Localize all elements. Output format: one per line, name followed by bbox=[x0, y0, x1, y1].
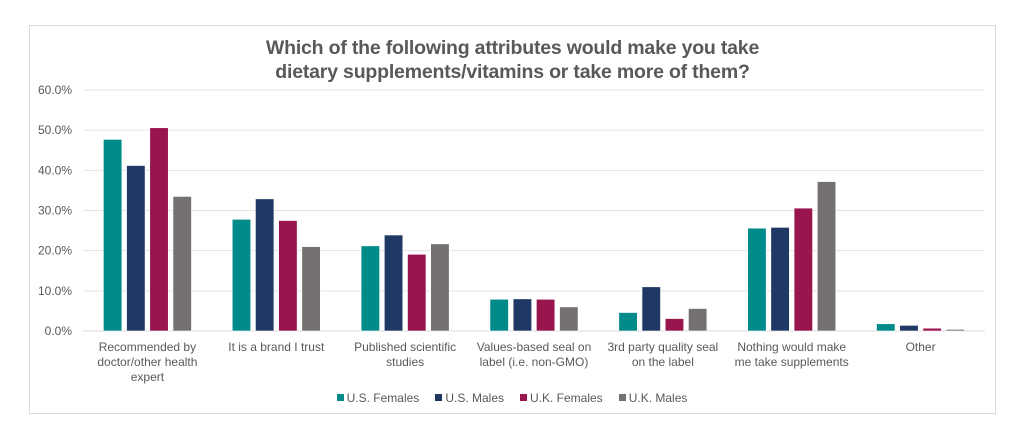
bar-u-s-males-2 bbox=[255, 198, 275, 332]
bar-u-s-females-2 bbox=[231, 219, 252, 332]
bar-u-k-females-6 bbox=[793, 207, 813, 332]
bar-u-k-females-3 bbox=[407, 253, 427, 332]
bar-u-s-females-5 bbox=[618, 312, 638, 332]
bar-u-k-males-3 bbox=[430, 243, 450, 332]
x-category-label: 3rd party quality seal on the label bbox=[607, 340, 718, 369]
legend-label: U.S. Males bbox=[445, 391, 504, 405]
legend-label: U.S. Females bbox=[346, 391, 420, 405]
x-category-label: Other bbox=[906, 340, 936, 354]
x-category-label-line: Values-based seal on bbox=[477, 340, 592, 354]
bar-u-s-males-7 bbox=[899, 325, 919, 332]
x-category-label: Values-based seal on label (i.e. non-GMO) bbox=[477, 340, 592, 369]
legend-label: U.K. Females bbox=[530, 391, 603, 405]
legend-label: U.K. Males bbox=[628, 391, 688, 405]
bar-u-k-females-2 bbox=[278, 220, 298, 332]
y-tick-label: 40.0% bbox=[38, 163, 72, 177]
bar-u-k-males-6 bbox=[816, 181, 837, 332]
y-tick-label: 0.0% bbox=[45, 324, 73, 338]
bar-u-k-females-7 bbox=[922, 327, 942, 332]
legend: U.S. Females U.S. Males U.K. Females U.K. M… bbox=[0, 391, 1024, 405]
bar-u-s-males-5 bbox=[641, 286, 661, 332]
legend-item: U.S. Males bbox=[435, 391, 504, 405]
y-tick-label: 20.0% bbox=[38, 244, 72, 258]
bar-u-s-females-1 bbox=[103, 139, 123, 332]
bar-u-s-males-1 bbox=[126, 165, 146, 332]
y-tick-label: 50.0% bbox=[38, 123, 72, 137]
x-category-label: It is a brand I trust bbox=[228, 340, 325, 354]
bar-u-s-males-4 bbox=[512, 298, 532, 332]
bar-u-k-females-4 bbox=[536, 298, 556, 332]
bar-u-s-males-6 bbox=[770, 227, 790, 332]
x-category-label-line: label (i.e. non-GMO) bbox=[480, 355, 589, 369]
legend-item: U.K. Females bbox=[520, 391, 603, 405]
legend-swatch bbox=[618, 394, 626, 401]
x-category-label-line: studies bbox=[386, 355, 424, 369]
x-category-label-line: It is a brand I trust bbox=[228, 340, 325, 354]
bar-u-k-males-1 bbox=[172, 196, 192, 332]
legend-item: U.K. Males bbox=[618, 391, 688, 405]
x-category-label-line: doctor/other health bbox=[97, 355, 197, 369]
x-category-label: Nothing would make me take supplements bbox=[735, 340, 849, 369]
x-category-label: Recommended by doctor/other health expert bbox=[97, 340, 197, 384]
y-tick-label: 10.0% bbox=[38, 284, 72, 298]
x-category-label-line: expert bbox=[131, 370, 165, 384]
bar-u-k-males-4 bbox=[559, 306, 579, 332]
bar-u-s-females-7 bbox=[876, 323, 896, 332]
x-category-label-line: 3rd party quality seal bbox=[607, 340, 718, 354]
x-category-label-line: Recommended by bbox=[99, 340, 196, 354]
x-category-label-line: me take supplements bbox=[735, 355, 849, 369]
x-category-label: Published scientific studies bbox=[354, 340, 456, 369]
legend-swatch bbox=[435, 394, 443, 401]
legend-item: U.S. Females bbox=[336, 391, 420, 405]
legend-swatch bbox=[520, 394, 527, 401]
bar-u-s-females-4 bbox=[489, 298, 509, 332]
bar-u-k-males-5 bbox=[688, 308, 708, 332]
bar-u-s-females-6 bbox=[747, 227, 767, 332]
x-category-label-line: Nothing would make bbox=[737, 340, 846, 354]
legend-swatch bbox=[336, 394, 344, 401]
bar-u-k-females-1 bbox=[149, 127, 169, 332]
y-tick-label: 60.0% bbox=[38, 83, 72, 97]
bar-u-s-males-3 bbox=[383, 234, 404, 332]
x-category-label-line: on the label bbox=[632, 355, 694, 369]
bar-u-s-females-3 bbox=[360, 245, 380, 332]
x-category-label-line: Published scientific bbox=[354, 340, 456, 354]
chart-title-line-1: Which of the following attributes would … bbox=[265, 37, 760, 59]
bar-u-k-females-5 bbox=[664, 318, 685, 332]
chart-title-line-2: dietary supplements/vitamins or take mor… bbox=[275, 61, 750, 83]
chart-title: Which of the following attributes would … bbox=[29, 36, 996, 84]
x-category-label-line: Other bbox=[906, 340, 936, 354]
bar-u-k-males-7 bbox=[945, 329, 965, 332]
y-tick-label: 30.0% bbox=[38, 204, 72, 218]
bar-u-k-males-2 bbox=[301, 246, 321, 332]
